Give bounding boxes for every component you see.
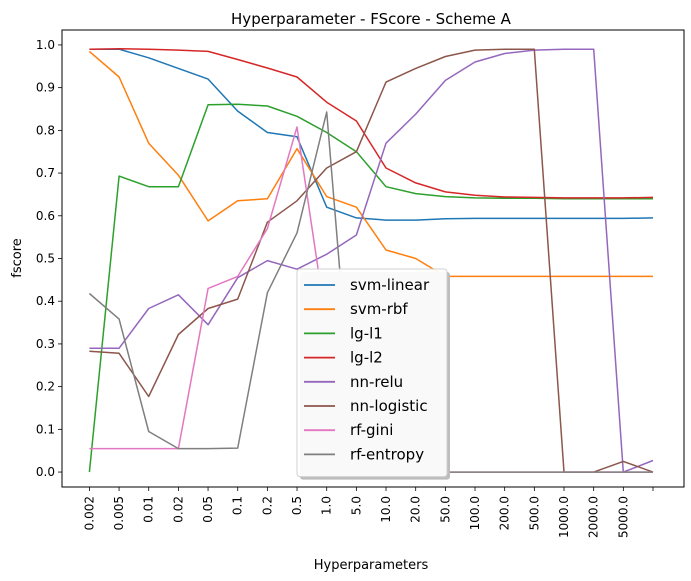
- x-tick-label: 0.01: [142, 496, 156, 523]
- legend: svm-linear svm-rbf lg-l1 lg-l2 nn-relu nn-log…: [296, 268, 450, 480]
- x-tick-label: 0.02: [171, 496, 185, 523]
- legend-label-rf-entropy: rf-entropy: [350, 445, 424, 463]
- y-tick-label: 0.5: [36, 252, 55, 266]
- series-line-nn-logistic: [89, 48, 654, 473]
- x-tick-label: 10.0: [379, 496, 393, 523]
- legend-label-svm-linear: svm-linear: [350, 276, 430, 294]
- legend-label-rf-gini: rf-gini: [350, 421, 393, 439]
- y-tick-label: 1.0: [36, 38, 55, 52]
- plot-frame: [61, 29, 685, 488]
- y-tick-label: 0.2: [36, 380, 55, 394]
- x-tick-label: 500.0: [527, 496, 541, 530]
- y-tick-label: 0.1: [36, 422, 55, 436]
- legend-label-lg-l1: lg-l1: [350, 324, 383, 342]
- x-tick-label: 0.002: [82, 496, 96, 530]
- x-tick-label: 5000.0: [616, 496, 630, 538]
- y-tick-label: 0.3: [36, 337, 55, 351]
- x-tick-label: 100.0: [468, 496, 482, 530]
- legend-label-svm-rbf: svm-rbf: [350, 300, 408, 318]
- legend-label-nn-relu: nn-relu: [350, 373, 403, 391]
- x-tick-label: 1000.0: [557, 496, 571, 538]
- y-tick-label: 0.9: [36, 81, 55, 95]
- x-tick-label: 0.1: [231, 496, 245, 515]
- series-line-lg-l1: [88, 103, 653, 473]
- axes-layer: 0.002 0.005 0.01 0.02 0.05 0.1 0.2 0.5 1.0 5.0 10.…: [36, 38, 654, 538]
- y-tick-label: 0.8: [36, 123, 55, 137]
- legend-label-nn-logistic: nn-logistic: [350, 397, 428, 415]
- x-tick-label: 0.2: [260, 496, 274, 515]
- series-line-nn-relu: [89, 48, 654, 473]
- series-line-svm-linear: [89, 48, 654, 221]
- legend-label-lg-l2: lg-l2: [350, 349, 383, 367]
- x-tick-label: 1.0: [320, 496, 334, 515]
- x-tick-label: 5.0: [349, 496, 363, 515]
- legend-box: [296, 268, 448, 478]
- chart-title: Hyperparameter - FScore - Scheme A: [231, 10, 512, 28]
- x-axis-label: Hyperparameters: [314, 558, 429, 573]
- y-axis-label: fscore: [10, 238, 25, 278]
- x-tick-label: 0.5: [290, 496, 304, 515]
- y-tick-label: 0.0: [36, 465, 55, 479]
- y-tick-label: 0.4: [36, 294, 55, 308]
- x-tick-label: 50.0: [438, 496, 452, 523]
- x-tick-label: 20.0: [409, 496, 423, 523]
- x-tick-label: 2000.0: [587, 496, 601, 538]
- series-line-svm-rbf: [88, 50, 653, 278]
- x-tick-label: 0.05: [201, 496, 215, 523]
- series-line-lg-l2: [89, 48, 654, 199]
- y-tick-label: 0.7: [36, 166, 55, 180]
- series-layer: [88, 48, 654, 473]
- x-tick-label: 0.005: [112, 496, 126, 530]
- x-tick-label: 200.0: [498, 496, 512, 530]
- y-tick-label: 0.6: [36, 209, 55, 223]
